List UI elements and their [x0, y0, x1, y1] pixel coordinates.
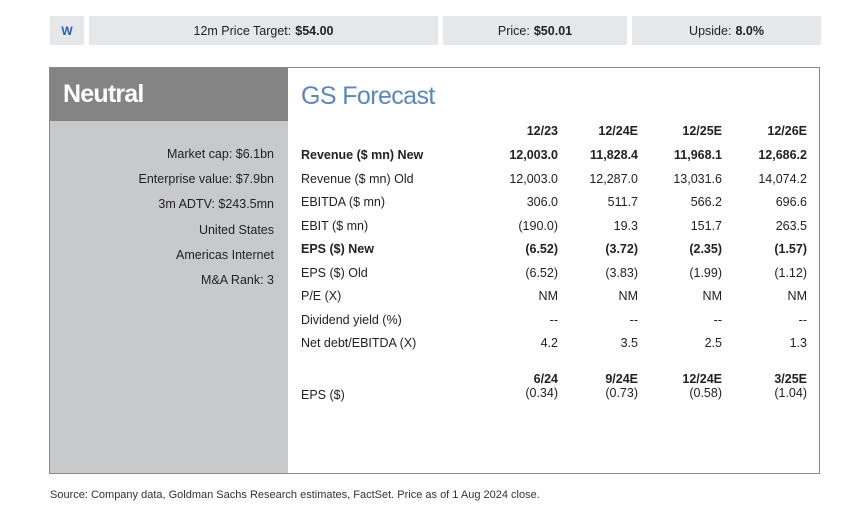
cell-value: (2.35): [689, 242, 722, 256]
row-label: Dividend yield (%): [301, 312, 402, 327]
quarter-header: 3/25E: [774, 372, 807, 386]
row-label: EBIT ($ mn): [301, 218, 369, 233]
row-label: Net debt/EBITDA (X): [301, 336, 417, 350]
table-row: Revenue ($ mn) New 12,003.0 11,828.4 11,968…: [301, 148, 810, 168]
forecast-title: GS Forecast: [301, 82, 435, 110]
cell-value: 696.6: [775, 195, 807, 209]
quarter-header: 12/24E: [682, 372, 722, 386]
cell-value: 12,287.0: [589, 171, 638, 186]
cell-value: (6.52): [525, 242, 558, 256]
cell-value: --: [549, 312, 558, 327]
upside-value: 8.0%: [735, 23, 764, 38]
cell-value: 3.5: [620, 336, 638, 350]
cell-value: 19.3: [613, 218, 638, 233]
table-row: P/E (X) NM NM NM NM: [301, 289, 810, 309]
cell-value: 12,003.0: [509, 148, 558, 162]
quarter-value: (0.58): [689, 386, 722, 400]
market-cap: Market cap: $6.1bn: [166, 147, 274, 161]
forecast-panel: Neutral Market cap: $6.1bn Enterprise va…: [49, 67, 820, 474]
cell-value: 14,074.2: [758, 171, 807, 186]
table-row: EBITDA ($ mn) 306.0 511.7 566.2 696.6: [301, 195, 810, 215]
column-header: 12/25E: [682, 124, 722, 138]
price-label: Price:: [497, 23, 530, 38]
cell-value: (3.83): [605, 265, 638, 280]
cell-value: (1.99): [689, 265, 722, 280]
ma-rank: M&A Rank: 3: [201, 273, 274, 287]
cell-value: --: [798, 312, 807, 327]
cell-value: NM: [618, 289, 638, 303]
quarter-header: 9/24E: [605, 372, 638, 386]
row-label: Revenue ($ mn) New: [301, 148, 424, 162]
cell-value: (1.12): [774, 265, 807, 280]
column-header-row: 12/23 12/24E 12/25E 12/26E: [301, 124, 810, 144]
column-header: 12/24E: [598, 124, 638, 138]
table-row: EPS ($) New (6.52) (3.72) (2.35) (1.57): [301, 242, 810, 262]
cell-value: 1.3: [789, 336, 807, 350]
table-row: EPS ($) Old (6.52) (3.83) (1.99) (1.12): [301, 266, 810, 286]
column-header: 12/26E: [767, 124, 807, 138]
cell-value: NM: [538, 289, 558, 303]
cell-value: 566.2: [690, 195, 722, 209]
company-logo: W: [61, 23, 73, 38]
price-target-cell: 12m Price Target: $54.00: [89, 16, 438, 45]
price-cell: Price: $50.01: [443, 16, 627, 45]
row-label: EBITDA ($ mn): [301, 195, 386, 209]
quarter-value: (1.04): [774, 386, 807, 400]
table-row: EBIT ($ mn) (190.0) 19.3 151.7 263.5: [301, 219, 810, 239]
region: United States: [198, 223, 274, 237]
cell-value: 12,003.0: [509, 171, 558, 186]
quarter-value: (0.34): [525, 386, 558, 400]
cell-value: 306.0: [526, 195, 558, 209]
cell-value: 263.5: [775, 218, 807, 233]
cell-value: --: [713, 312, 722, 327]
price-bar: W 12m Price Target: $54.00 Price: $50.01…: [50, 16, 821, 45]
cell-value: (6.52): [525, 265, 558, 280]
price-target-value: $54.00: [295, 23, 334, 38]
cell-value: NM: [702, 289, 722, 303]
cell-value: NM: [787, 289, 807, 303]
price-target-label: 12m Price Target:: [193, 23, 292, 38]
upside-label: Upside:: [689, 23, 732, 38]
cell-value: 13,031.6: [673, 171, 722, 186]
cell-value: 12,686.2: [758, 148, 807, 162]
cell-value: (3.72): [605, 242, 638, 256]
row-label: Revenue ($ mn) Old: [301, 171, 414, 186]
enterprise-value: Enterprise value: $7.9bn: [138, 172, 274, 186]
quarter-header: 6/24: [533, 372, 558, 386]
cell-value: 4.2: [540, 336, 558, 350]
table-row: Dividend yield (%) -- -- -- --: [301, 313, 810, 333]
row-label: EPS ($) New: [301, 242, 374, 256]
upside-cell: Upside: 8.0%: [632, 16, 821, 45]
cell-value: 11,828.4: [590, 148, 638, 162]
row-label: P/E (X): [301, 289, 342, 303]
cell-value: 511.7: [607, 195, 638, 209]
adtv: 3m ADTV: $243.5mn: [158, 197, 274, 211]
cell-value: --: [629, 312, 638, 327]
table-row: Revenue ($ mn) Old 12,003.0 12,287.0 13,031…: [301, 172, 810, 192]
source-note: Source: Company data, Goldman Sachs Rese…: [50, 489, 540, 501]
cell-value: 11,968.1: [674, 148, 722, 162]
industry: Americas Internet: [176, 248, 274, 262]
cell-value: (190.0): [518, 218, 558, 233]
cell-value: (1.57): [774, 242, 807, 256]
rating-badge: Neutral: [50, 68, 288, 121]
cell-value: 2.5: [704, 336, 722, 350]
quarterly-eps-label: EPS ($): [301, 388, 345, 402]
column-header: 12/23: [526, 124, 558, 138]
quarter-value: (0.73): [605, 386, 638, 400]
sidebar: Neutral Market cap: $6.1bn Enterprise va…: [50, 68, 288, 473]
logo-cell: W: [50, 16, 84, 45]
price-value: $50.01: [533, 23, 573, 38]
table-row: Net debt/EBITDA (X) 4.2 3.5 2.5 1.3: [301, 336, 810, 356]
cell-value: 151.7: [690, 218, 722, 233]
row-label: EPS ($) Old: [301, 265, 368, 280]
